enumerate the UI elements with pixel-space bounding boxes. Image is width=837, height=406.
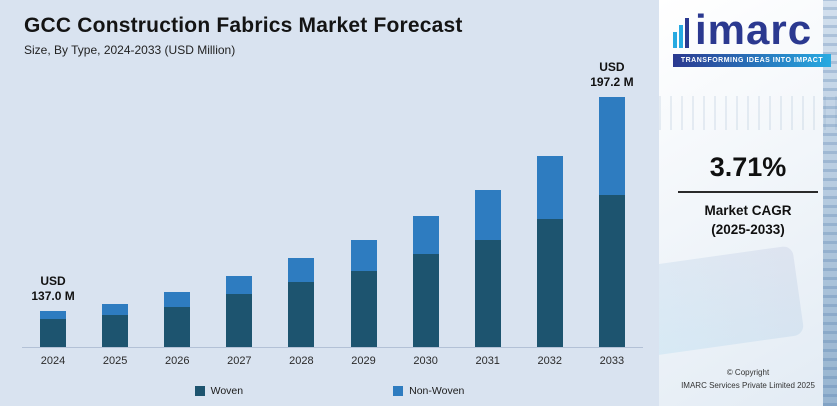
- x-tick-2029: 2029: [351, 355, 376, 367]
- cagr-label: Market CAGR (2025-2033): [659, 202, 837, 240]
- bar-segment-woven: [40, 319, 67, 347]
- bar-segment-woven: [350, 271, 377, 347]
- legend-label: Woven: [210, 385, 244, 397]
- legend-swatch-icon: [194, 386, 205, 396]
- bar-segment-woven: [412, 254, 439, 347]
- legend-label: Non-Woven: [409, 385, 465, 397]
- bar-2030: [412, 216, 439, 347]
- legend-swatch-icon: [393, 386, 404, 396]
- legend-item-non-woven: Non-Woven: [393, 385, 464, 397]
- bar-group-2031: 2031: [457, 190, 519, 367]
- bar-segment-non-woven: [412, 216, 439, 254]
- imarc-logo-mark-icon: [673, 17, 689, 48]
- bar-group-2025: 2025: [84, 304, 146, 367]
- bar-segment-woven: [164, 307, 191, 347]
- bar-2028: [288, 258, 315, 347]
- bar-segment-non-woven: [536, 156, 563, 219]
- bar-segment-non-woven: [474, 190, 501, 240]
- bar-group-2026: 2026: [146, 292, 208, 367]
- legend: Woven Non-Woven: [0, 385, 659, 397]
- bar-2032: [536, 156, 563, 347]
- cagr-block: 3.71% Market CAGR (2025-2033): [659, 152, 837, 240]
- bar-segment-woven: [288, 282, 315, 347]
- bar-2033: [598, 97, 625, 347]
- legend-item-woven: Woven: [194, 385, 244, 397]
- bar-group-2030: 2030: [395, 216, 457, 367]
- bar-segment-non-woven: [226, 276, 253, 294]
- x-tick-2026: 2026: [164, 355, 190, 367]
- bar-segment-non-woven: [288, 258, 315, 282]
- bar-group-2024: USD 137.0 M 2024: [22, 273, 84, 367]
- copyright: © Copyright IMARC Services Private Limit…: [659, 367, 837, 393]
- bar-2031: [474, 190, 501, 347]
- cagr-label-line1: Market CAGR: [704, 203, 792, 218]
- value-label-2024: USD 137.0 M: [31, 273, 75, 304]
- x-tick-2032: 2032: [537, 355, 563, 367]
- x-tick-2027: 2027: [227, 355, 252, 367]
- bar-segment-non-woven: [598, 97, 625, 195]
- bar-segment-woven: [474, 240, 501, 347]
- bar-segment-non-woven: [164, 292, 191, 307]
- bar-2024: [40, 311, 67, 347]
- bar-2029: [350, 240, 377, 347]
- bar-group-2027: 2027: [208, 276, 270, 367]
- bar-segment-non-woven: [350, 240, 377, 271]
- chart-subtitle: Size, By Type, 2024-2033 (USD Million): [24, 43, 236, 57]
- bar-group-2028: 2028: [270, 258, 332, 367]
- bar-segment-woven: [598, 195, 625, 347]
- copyright-line2: IMARC Services Private Limited 2025: [681, 381, 815, 391]
- bar-2027: [226, 276, 253, 347]
- x-tick-2024: 2024: [40, 355, 66, 367]
- value-label-2033: USD 197.2 M: [590, 59, 634, 90]
- bar-segment-non-woven: [102, 304, 129, 315]
- cagr-label-line2: (2025-2033): [711, 221, 785, 237]
- bar-segment-woven: [226, 294, 253, 347]
- chart-panel: GCC Construction Fabrics Market Forecast…: [0, 0, 659, 406]
- chart-title: GCC Construction Fabrics Market Forecast: [24, 14, 463, 37]
- bar-segment-woven: [536, 219, 563, 347]
- x-tick-2033: 2033: [599, 355, 625, 367]
- cagr-divider: [678, 191, 818, 193]
- x-tick-2030: 2030: [413, 355, 438, 367]
- bar-2025: [102, 304, 129, 347]
- decorative-ruler-graphic: [659, 96, 837, 130]
- x-tick-2031: 2031: [475, 355, 500, 367]
- bar-group-2033: USD 197.2 M 2033: [581, 59, 643, 367]
- bar-2026: [164, 292, 191, 347]
- imarc-logo: imarc TRANSFORMING IDEAS INTO IMPACT: [659, 0, 837, 67]
- bar-segment-woven: [102, 315, 129, 347]
- bar-group-2032: 2032: [519, 156, 581, 367]
- bars-row: USD 137.0 M 2024 2025 2026 2027 2028 2029 2030 20…: [22, 60, 643, 367]
- x-tick-2025: 2025: [102, 355, 128, 367]
- sidebar: imarc TRANSFORMING IDEAS INTO IMPACT 3.7…: [659, 0, 837, 406]
- cagr-value: 3.71%: [709, 152, 787, 182]
- bar-group-2029: 2029: [332, 240, 394, 367]
- imarc-tagline: TRANSFORMING IDEAS INTO IMPACT: [673, 53, 831, 67]
- decorative-edge-graphic: [823, 0, 837, 406]
- x-tick-2028: 2028: [289, 355, 314, 367]
- decorative-background-shape: [659, 245, 805, 357]
- copyright-line1: © Copyright: [726, 368, 770, 378]
- imarc-logo-text: imarc: [695, 6, 813, 53]
- bar-segment-non-woven: [40, 311, 67, 319]
